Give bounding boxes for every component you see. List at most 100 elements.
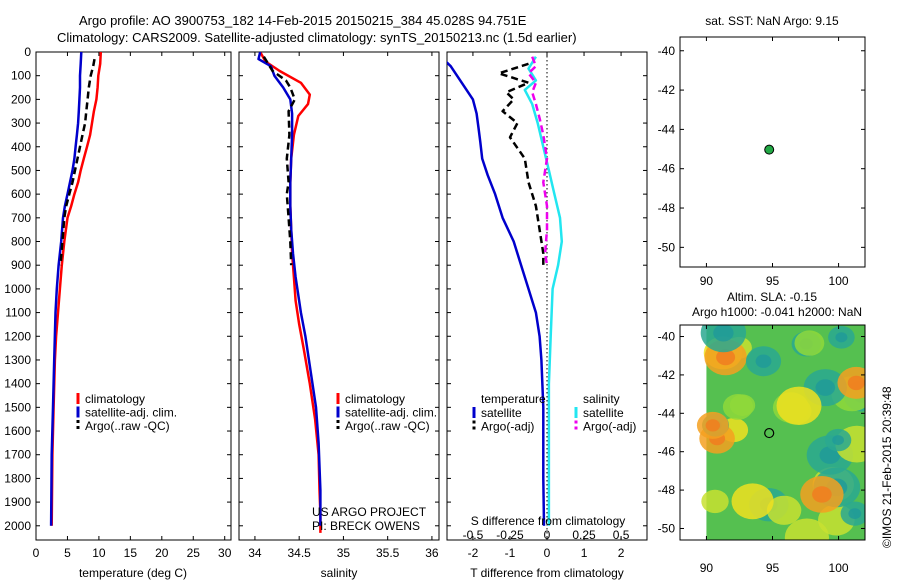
location-panel: sat. SST: NaN Argo: 9.15 90 95 100 -40 -42 -4… xyxy=(658,14,866,288)
location-title: sat. SST: NaN Argo: 9.15 xyxy=(705,14,839,28)
heatmap-cell xyxy=(731,483,774,520)
heatmap-cell xyxy=(848,508,862,519)
xtick-label: 95 xyxy=(766,561,780,575)
temperature-series xyxy=(49,52,103,526)
project-label: US ARGO PROJECT xyxy=(312,505,427,519)
difference-series-0 xyxy=(447,60,546,526)
difference-series-1 xyxy=(497,62,545,266)
difference-ticks: -2 -1 0 1 2 xyxy=(447,51,647,560)
xtick-label: 95 xyxy=(766,274,780,288)
xtick-label: 2 xyxy=(618,546,625,560)
xtick-label: 35.5 xyxy=(376,546,400,560)
xtick-label: 34 xyxy=(248,546,262,560)
xtick-label: 0 xyxy=(544,546,551,560)
heatmap-cell xyxy=(815,379,836,396)
heatmap-cell xyxy=(766,495,802,525)
legend-title-temperature: temperature xyxy=(481,392,546,406)
heatmap-cell xyxy=(835,332,848,343)
title-line-1: Argo profile: AO 3900753_182 14-Feb-2015… xyxy=(79,13,527,28)
legend-label: satellite-adj. clim. xyxy=(85,406,177,420)
difference-series xyxy=(447,56,564,526)
salinity-axes-frame xyxy=(238,51,440,541)
altimetry-points xyxy=(764,427,775,439)
legend-label: climatology xyxy=(85,392,145,406)
salinity-xtick-label: -0.25 xyxy=(496,528,524,542)
float-location-marker xyxy=(764,144,775,155)
ytick-label: 1700 xyxy=(4,448,31,462)
ytick-label: 100 xyxy=(11,69,31,83)
float-location-marker xyxy=(764,427,775,439)
ytick-label: 700 xyxy=(11,211,31,225)
altimetry-subtitle: Argo h1000: -0.041 h2000: NaN xyxy=(692,305,862,319)
salinity-xtick-label: -0.5 xyxy=(463,528,484,542)
legend-label: climatology xyxy=(345,392,405,406)
xtick-label: 35 xyxy=(337,546,351,560)
altimetry-title: Altim. SLA: -0.15 xyxy=(727,290,817,304)
heatmap-cell xyxy=(701,489,729,514)
ytick-label: 1300 xyxy=(4,353,31,367)
location-points xyxy=(764,144,775,155)
title-line-2: Climatology: CARS2009. Satellite-adjuste… xyxy=(57,30,577,45)
difference-xlabel-salinity: S difference from climatology xyxy=(471,514,626,528)
temperature-ticks: 0100200300400500600700800900100011001200… xyxy=(4,45,231,560)
heatmap-cell xyxy=(705,419,720,432)
temperature-panel: 0100200300400500600700800900100011001200… xyxy=(4,45,231,580)
ytick-label: -46 xyxy=(658,445,676,459)
ytick-label: 1000 xyxy=(4,282,31,296)
ytick-label: -44 xyxy=(658,406,676,420)
heatmap-cell xyxy=(784,518,829,540)
ytick-label: -42 xyxy=(658,368,676,382)
heatmap-cell xyxy=(776,386,822,425)
ytick-label: -50 xyxy=(658,240,676,254)
ytick-label: -48 xyxy=(658,483,676,497)
imos-stamp: ©IMOS 21-Feb-2015 20:39:48 xyxy=(880,386,894,548)
salinity-xlabel: salinity xyxy=(321,566,358,580)
ytick-label: 2000 xyxy=(4,519,31,533)
temperature-xlabel: temperature (deg C) xyxy=(79,566,187,580)
ytick-label: 800 xyxy=(11,235,31,249)
ytick-label: 400 xyxy=(11,140,31,154)
xtick-label: 100 xyxy=(829,561,849,575)
xtick-label: 0 xyxy=(33,546,40,560)
xtick-label: 25 xyxy=(187,546,201,560)
legend-label: satellite xyxy=(481,406,522,420)
xtick-label: 10 xyxy=(92,546,106,560)
xtick-label: -2 xyxy=(468,546,479,560)
salinity-series xyxy=(257,52,322,533)
altimetry-heatmap xyxy=(696,325,865,540)
pi-label: PI: BRECK OWENS xyxy=(312,519,420,533)
ytick-label: -50 xyxy=(658,521,676,535)
ytick-label: 900 xyxy=(11,258,31,272)
xtick-label: 100 xyxy=(829,274,849,288)
ytick-label: 300 xyxy=(11,116,31,130)
heatmap-cell xyxy=(713,325,734,342)
salinity-series-2 xyxy=(262,56,297,266)
ytick-label: 1800 xyxy=(4,471,31,485)
difference-xlabel: T difference from climatology xyxy=(470,566,624,580)
xtick-label: 90 xyxy=(700,274,714,288)
ytick-label: 0 xyxy=(24,45,31,59)
salinity-panel: 34 34.5 35 35.5 36 salinity climatologysatel… xyxy=(238,51,440,580)
heatmap-cell xyxy=(716,349,736,366)
salinity-series-1 xyxy=(257,52,322,526)
location-ticks: 90 95 100 -40 -42 -44 -46 -48 -50 xyxy=(658,37,865,288)
legend-label: satellite xyxy=(583,406,624,420)
legend-label: Argo(-adj) xyxy=(481,420,534,434)
ytick-label: -48 xyxy=(658,201,676,215)
legend-label: Argo(..raw -QC) xyxy=(345,419,430,433)
temperature-axes-frame xyxy=(35,51,232,541)
xtick-label: 30 xyxy=(218,546,232,560)
xtick-label: 5 xyxy=(64,546,71,560)
ytick-label: -46 xyxy=(658,162,676,176)
ytick-label: 1600 xyxy=(4,424,31,438)
difference-series-3 xyxy=(527,56,549,266)
legend-label: Argo(-adj) xyxy=(583,420,636,434)
salinity-xtick-label: 0 xyxy=(544,528,551,542)
ytick-label: 200 xyxy=(11,92,31,106)
ytick-label: 1100 xyxy=(5,306,31,320)
altimetry-ticks: 90 95 100 -40 -42 -44 -46 -48 -50 xyxy=(658,325,865,575)
xtick-label: 1 xyxy=(581,546,588,560)
